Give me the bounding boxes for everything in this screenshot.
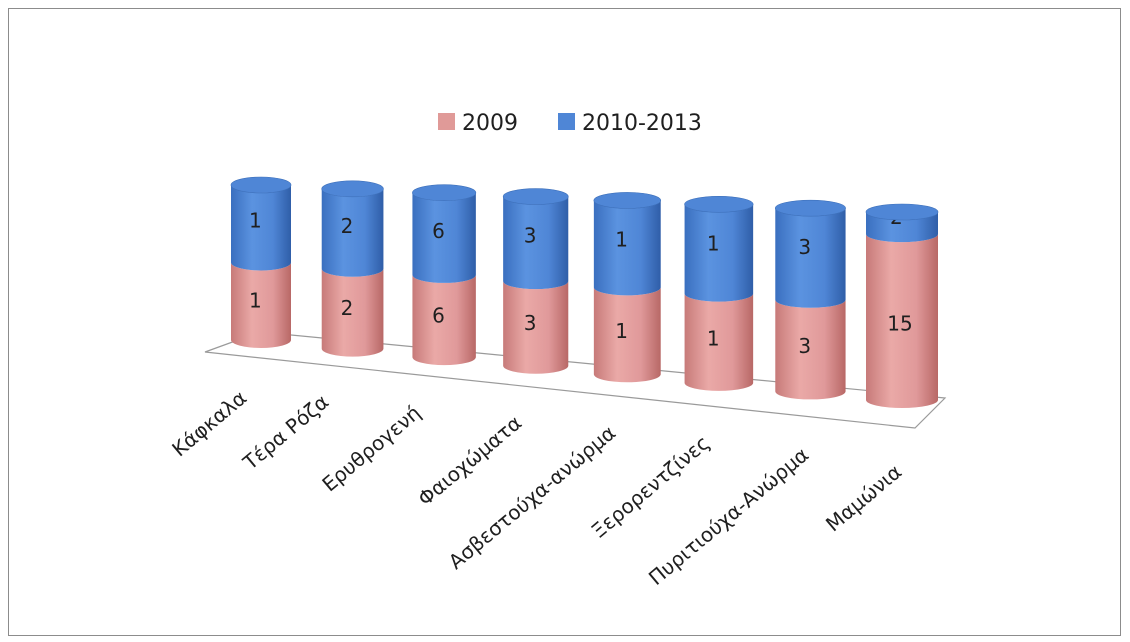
bar-2010-2013-3 xyxy=(412,192,476,283)
data-label-2009-3: 6 xyxy=(432,304,445,328)
bar-2010-2013-4 xyxy=(503,196,569,290)
category-label-4: Φαιοχώματα xyxy=(413,410,526,510)
data-label-2009-1: 1 xyxy=(249,288,262,312)
bar-2009-1 xyxy=(231,262,291,348)
data-label-2010-2013-4: 3 xyxy=(524,224,537,248)
data-label-2010-2013-3: 6 xyxy=(432,219,445,243)
data-label-2009-8: 15 xyxy=(887,311,912,335)
column-cap-3 xyxy=(412,184,477,202)
column-1: 11 xyxy=(230,176,292,348)
column-cap-8 xyxy=(865,203,939,221)
data-label-2009-6: 1 xyxy=(707,326,720,350)
category-label-3: Ερυθρογενή xyxy=(317,400,425,496)
bar-2009-6 xyxy=(684,293,754,391)
column-7: 33 xyxy=(774,199,846,400)
bar-2009-2 xyxy=(321,268,384,357)
bar-2009-5 xyxy=(593,287,661,383)
data-label-2010-2013-1: 1 xyxy=(249,209,262,233)
data-label-2010-2013-6: 1 xyxy=(707,231,720,255)
bar-2010-2013-5 xyxy=(593,200,661,296)
bar-2009-7 xyxy=(775,299,846,400)
legend-label-2009: 2009 xyxy=(462,111,518,136)
data-label-2009-4: 3 xyxy=(524,311,537,335)
category-label-8: Μαμώνια xyxy=(821,459,906,536)
bar-2010-2013-1 xyxy=(231,185,291,271)
bar-2010-2013-6 xyxy=(684,204,754,302)
column-cap-2 xyxy=(321,180,384,198)
column-cap-4 xyxy=(502,188,569,205)
column-cap-1 xyxy=(230,176,292,194)
column-8: 152 xyxy=(865,203,939,408)
bar-2009-3 xyxy=(412,274,476,366)
column-cap-7 xyxy=(774,199,846,217)
bar-2010-2013-8 xyxy=(866,212,938,243)
column-6: 11 xyxy=(684,195,754,391)
legend-label-2010-2013: 2010-2013 xyxy=(582,111,702,136)
column-cap-5 xyxy=(593,192,662,209)
bar-2009-8 xyxy=(866,234,938,408)
column-cap-6 xyxy=(684,195,754,213)
plot-area: 11226633111133152 xyxy=(230,176,939,408)
column-2: 22 xyxy=(321,180,384,357)
legend-swatch-2009 xyxy=(438,113,455,130)
category-label-1: Κάφκαλα xyxy=(167,385,251,461)
bar-2010-2013-2 xyxy=(321,188,384,277)
data-label-2010-2013-2: 2 xyxy=(341,214,354,238)
legend: 2009 2010-2013 xyxy=(438,111,702,136)
column-5: 11 xyxy=(593,192,662,383)
bar-2009-4 xyxy=(503,281,569,374)
data-label-2009-5: 1 xyxy=(615,319,628,343)
legend-swatch-2010-2013 xyxy=(558,113,575,130)
data-label-2010-2013-7: 3 xyxy=(798,235,811,259)
data-label-2009-7: 3 xyxy=(798,334,811,358)
bar-2010-2013-7 xyxy=(775,208,846,308)
category-label-2: Τέρα Ρόζα xyxy=(238,389,334,475)
column-3: 66 xyxy=(412,184,477,366)
data-label-2010-2013-5: 1 xyxy=(615,227,628,251)
data-label-2009-2: 2 xyxy=(341,296,354,320)
column-4: 33 xyxy=(502,188,569,374)
